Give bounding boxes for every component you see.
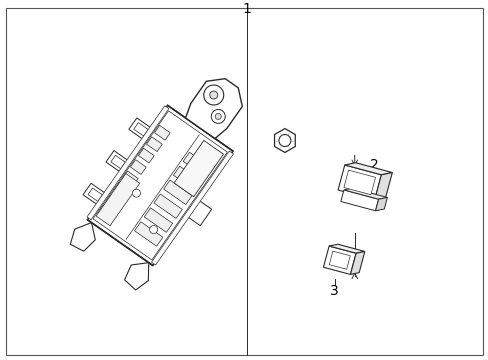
Polygon shape [111,155,125,169]
Polygon shape [83,183,105,205]
Polygon shape [154,125,170,140]
Polygon shape [151,151,233,265]
Polygon shape [88,188,102,201]
Polygon shape [106,194,122,209]
Polygon shape [134,123,148,136]
Polygon shape [340,190,378,211]
Polygon shape [337,165,381,200]
Polygon shape [173,166,202,191]
Polygon shape [98,206,114,220]
Circle shape [132,189,140,197]
Polygon shape [344,163,391,175]
Polygon shape [350,251,364,274]
Polygon shape [87,106,168,220]
Polygon shape [323,246,355,274]
Text: 2: 2 [369,158,378,172]
Polygon shape [174,140,223,197]
Polygon shape [374,172,391,200]
Polygon shape [114,183,130,197]
Circle shape [211,109,225,123]
Polygon shape [328,244,364,253]
Polygon shape [146,137,162,152]
Polygon shape [87,105,232,266]
Polygon shape [375,197,386,211]
Polygon shape [183,152,211,177]
Circle shape [203,85,224,105]
Circle shape [149,226,157,234]
Text: 3: 3 [330,284,339,298]
Circle shape [209,91,217,99]
Circle shape [215,113,221,120]
Polygon shape [163,180,192,204]
Polygon shape [93,111,227,260]
Text: 1: 1 [242,2,251,16]
Polygon shape [328,251,349,269]
Polygon shape [343,188,386,199]
Polygon shape [343,170,375,195]
Polygon shape [138,148,154,163]
Polygon shape [134,222,163,246]
Polygon shape [130,159,146,175]
Polygon shape [144,208,172,232]
Polygon shape [70,222,95,251]
Polygon shape [96,174,140,226]
Polygon shape [128,118,151,140]
Circle shape [278,135,290,147]
Polygon shape [122,171,138,186]
Polygon shape [274,129,295,153]
Polygon shape [187,200,211,226]
Polygon shape [124,263,148,290]
Polygon shape [185,79,242,139]
Polygon shape [154,194,182,219]
Polygon shape [106,150,128,172]
